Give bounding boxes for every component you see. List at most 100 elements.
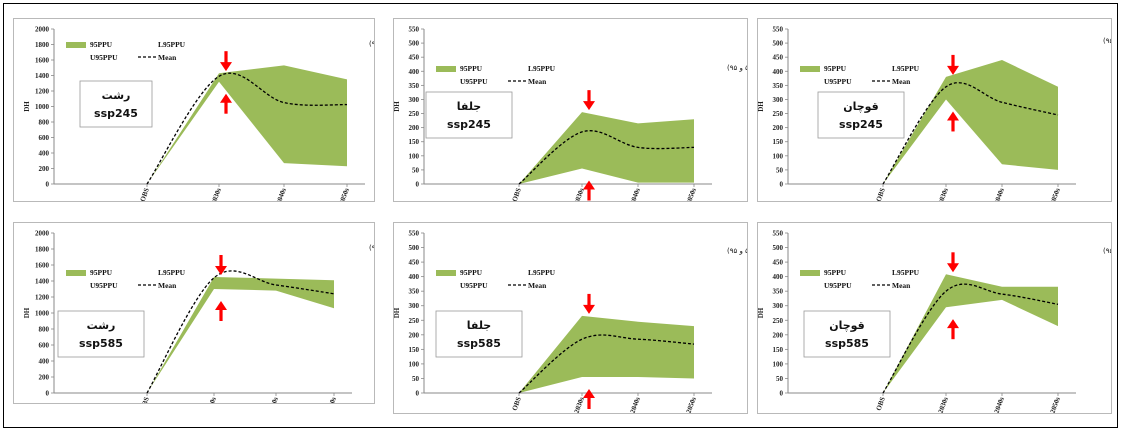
y-tick-label: 250 (409, 317, 420, 325)
uncertainty-note-range: (محدوده بین صدک ۵ و ۹۵) (1103, 247, 1111, 255)
uncertainty-arrow-up-head (947, 111, 959, 121)
x-tick-label: 2040s (629, 187, 642, 201)
y-tick-label: 150 (409, 346, 420, 354)
uncertainty-arrow-up-shaft (587, 397, 591, 409)
uncertainty-arrow-down-shaft (951, 252, 955, 265)
y-tick-label: 450 (409, 259, 420, 267)
uncertainty-note: محدوده عدم قطعیت(محدوده بین صدک ۵ و ۹۵) (369, 39, 374, 48)
uncertainty-band-95ppu (147, 277, 334, 393)
y-tick-label: 500 (409, 40, 420, 48)
uncertainty-arrow-up (583, 389, 595, 409)
x-tick-label: 2030s (205, 396, 218, 403)
y-tick-label: 350 (409, 82, 420, 90)
legend-swatch-95ppu (800, 66, 820, 72)
uncertainty-arrow-down-shaft (951, 54, 955, 67)
uncertainty-arrow-up (215, 301, 227, 321)
uncertainty-band-95ppu (147, 65, 347, 184)
y-tick-label: 1600 (35, 57, 50, 65)
x-tick-label: 2040s (275, 187, 288, 201)
y-tick-label: 200 (409, 124, 420, 132)
y-tick-label: 0 (46, 390, 50, 398)
uncertainty-arrow-up-head (220, 93, 232, 103)
y-tick-label: 800 (39, 119, 50, 127)
station-label-box (803, 310, 891, 358)
x-tick-label: OBS (511, 396, 523, 412)
y-tick-label: 200 (773, 331, 784, 339)
y-tick-label: 1200 (35, 294, 50, 302)
y-axis-label: DH (23, 307, 31, 318)
scenario-name: ssp245 (839, 118, 883, 131)
uncertainty-arrow-up-head (215, 301, 227, 310)
uncertainty-arrow-up-head (583, 389, 595, 398)
uncertainty-arrow-up-shaft (224, 101, 228, 114)
uncertainty-arrow-up-shaft (219, 309, 223, 321)
uncertainty-arrow-down (220, 51, 232, 72)
y-tick-label: 600 (39, 134, 50, 142)
legend-label: Mean (892, 281, 911, 290)
y-tick-label: 1400 (35, 278, 50, 286)
station-name: قوچان (843, 100, 879, 113)
y-tick-label: 500 (409, 244, 420, 252)
uncertainty-note: محدوده عدم قطعیت(محدوده بین صدک ۵ و ۹۵) (1103, 36, 1111, 45)
y-tick-label: 500 (773, 40, 784, 48)
y-tick-label: 100 (409, 360, 420, 368)
station-label-box (817, 91, 905, 139)
y-tick-label: 450 (773, 54, 784, 62)
x-tick-label: 2030s (937, 396, 950, 413)
x-tick-label: 2050s (1049, 396, 1062, 413)
legend-label: L95PPU (528, 268, 556, 277)
legend-label: U95PPU (824, 281, 852, 290)
station-name: جلفا (467, 319, 491, 332)
legend-label: 95PPU (824, 64, 847, 73)
uncertainty-arrow-down-head (220, 62, 232, 72)
uncertainty-note-range: (محدوده بین صدک ۵ و ۹۵) (369, 244, 374, 252)
x-tick-label: 2040s (629, 396, 642, 413)
chart-svg: 0 200 400 600 800 1000 1200 1400 1600 1800 2000 DH O… (23, 26, 374, 202)
uncertainty-note-range: (محدوده بین صدک ۵ و ۹۵) (369, 40, 374, 48)
x-tick-label: 2050s (685, 187, 698, 201)
y-axis-label: DH (23, 101, 31, 112)
uncertainty-arrow-up-shaft (951, 327, 955, 340)
uncertainty-arrow-down-head (947, 263, 959, 273)
uncertainty-arrow-down (583, 293, 595, 314)
y-tick-label: 1400 (35, 72, 50, 80)
y-axis-label: DH (758, 307, 765, 318)
legend-label: U95PPU (824, 77, 852, 86)
uncertainty-band-95ppu (883, 274, 1058, 393)
chart-panel-quchan-ssp585: 0 50 100 150 200 250 300 350 400 450 500 550 DH OBS 20… (757, 222, 1112, 414)
x-tick-label: OBS (875, 187, 887, 201)
y-tick-label: 0 (780, 390, 784, 398)
mean-line (146, 270, 335, 394)
station-label-box (57, 310, 145, 358)
legend-swatch-95ppu (66, 270, 86, 276)
y-tick-label: 0 (416, 181, 420, 189)
y-tick-label: 350 (409, 288, 420, 296)
y-tick-label: 300 (409, 96, 420, 104)
legend-label: 95PPU (460, 64, 483, 73)
y-tick-label: 2000 (35, 26, 50, 34)
mean-line (882, 82, 1059, 185)
legend-swatch-95ppu (800, 270, 820, 276)
station-label-box (79, 80, 153, 128)
uncertainty-band-95ppu (519, 315, 694, 393)
y-axis-label: DH (394, 101, 401, 112)
y-axis-label: DH (394, 307, 401, 318)
legend-swatch-95ppu (436, 270, 456, 276)
uncertainty-note: محدوده عدم قطعیت(محدوده بین صدک ۵ و ۹۵) (727, 63, 747, 72)
y-tick-label: 50 (412, 166, 420, 174)
x-tick-label: 2040s (993, 187, 1006, 201)
y-tick-label: 1200 (35, 88, 50, 96)
y-tick-label: 800 (39, 326, 50, 334)
uncertainty-arrow-up (947, 319, 959, 340)
uncertainty-note: محدوده عدم قطعیت(محدوده بین صدک ۵ و ۹۵) (1103, 246, 1111, 255)
uncertainty-arrow-up-shaft (951, 119, 955, 132)
y-tick-label: 400 (409, 68, 420, 76)
uncertainty-arrow-up-head (583, 180, 595, 190)
x-tick-label: 2050s (338, 187, 351, 201)
y-tick-label: 0 (416, 390, 420, 398)
y-tick-label: 100 (773, 360, 784, 368)
uncertainty-arrow-up (583, 180, 595, 201)
x-tick-label: 2050s (685, 396, 698, 413)
chart-svg: 0 50 100 150 200 250 300 350 400 450 500 550 DH OBS 20… (394, 230, 747, 414)
chart-svg: 0 50 100 150 200 250 300 350 400 450 500 550 DH OBS 20… (394, 26, 747, 202)
